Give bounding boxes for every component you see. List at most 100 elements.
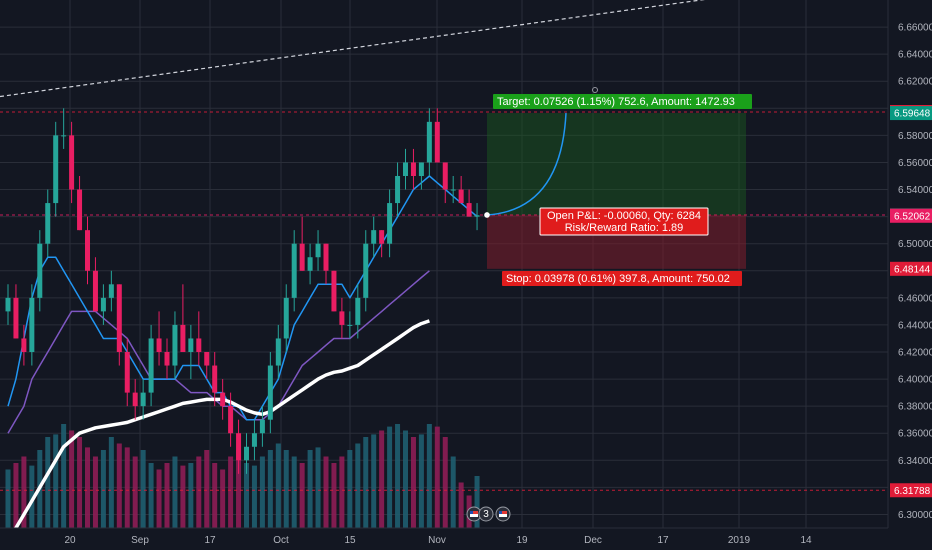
candle[interactable]: [331, 270, 337, 312]
candle[interactable]: [339, 297, 345, 339]
candle[interactable]: [21, 324, 27, 366]
time-tick-label[interactable]: Sep: [131, 535, 149, 546]
candles[interactable]: [5, 108, 480, 474]
candle[interactable]: [315, 230, 321, 271]
candle[interactable]: [458, 176, 464, 204]
volume-bar: [410, 437, 416, 528]
flag-stripe-white: [470, 514, 478, 517]
candle[interactable]: [474, 203, 480, 231]
position-tool[interactable]: Target: 0.07526 (1.15%) 752.6, Amount: 1…: [484, 87, 752, 286]
candle[interactable]: [212, 352, 218, 407]
time-axis[interactable]: 20 Sep 17 Oct 15 Nov 19 Dec 17 2019 14: [64, 535, 812, 546]
candle[interactable]: [442, 162, 448, 204]
time-tick-label[interactable]: Oct: [273, 535, 289, 546]
candle[interactable]: [37, 230, 43, 312]
pnl-box[interactable]: Open P&L: -0.00060, Qty: 6284Risk/Reward…: [539, 207, 709, 236]
candle[interactable]: [379, 230, 385, 258]
time-tick-label[interactable]: 15: [344, 535, 356, 546]
candle-body: [53, 135, 59, 204]
candle[interactable]: [371, 216, 377, 258]
candle[interactable]: [204, 352, 210, 380]
candle[interactable]: [283, 284, 289, 352]
candle[interactable]: [307, 243, 313, 285]
candle[interactable]: [275, 324, 281, 380]
candle[interactable]: [77, 176, 83, 231]
candle[interactable]: [434, 108, 440, 163]
candle[interactable]: [466, 189, 472, 217]
candle[interactable]: [418, 162, 424, 190]
candle[interactable]: [69, 121, 75, 204]
candle[interactable]: [244, 433, 249, 474]
candle[interactable]: [5, 284, 11, 325]
candle[interactable]: [347, 311, 353, 339]
candle[interactable]: [92, 257, 98, 312]
volume-bar: [450, 456, 456, 528]
candle[interactable]: [355, 284, 361, 339]
candle[interactable]: [108, 270, 114, 312]
candle[interactable]: [61, 108, 67, 149]
event-count-badge[interactable]: [478, 506, 494, 522]
candle[interactable]: [188, 324, 194, 380]
volume-bar: [307, 450, 313, 528]
stop-label[interactable]: Stop: 0.03978 (0.61%) 397.8, Amount: 750…: [502, 271, 742, 286]
target-label[interactable]: Target: 0.07526 (1.15%) 752.6, Amount: 1…: [493, 94, 752, 109]
volume-bar: [371, 434, 377, 528]
time-tick-label[interactable]: 14: [800, 535, 812, 546]
candle[interactable]: [220, 379, 226, 420]
candle[interactable]: [172, 311, 178, 380]
time-tick-label[interactable]: 17: [657, 535, 669, 546]
candle[interactable]: [53, 121, 59, 217]
event-markers[interactable]: 3: [466, 506, 511, 522]
candle-body: [196, 338, 202, 352]
candle[interactable]: [132, 379, 138, 420]
candle-body: [426, 121, 432, 163]
candle[interactable]: [164, 338, 170, 380]
candle[interactable]: [410, 148, 416, 190]
candle[interactable]: [450, 176, 456, 204]
candle[interactable]: [156, 311, 162, 366]
candle[interactable]: [29, 284, 35, 366]
candle-body: [180, 324, 186, 352]
time-axis-bg[interactable]: [0, 528, 932, 550]
candle[interactable]: [124, 338, 130, 407]
candle[interactable]: [323, 243, 329, 285]
projection-curve: [486, 113, 567, 216]
time-tick-label[interactable]: 19: [516, 535, 528, 546]
candle-body: [434, 121, 440, 163]
candle[interactable]: [100, 284, 106, 325]
candle[interactable]: [85, 216, 90, 285]
time-tick-label[interactable]: Dec: [584, 535, 602, 546]
entry-point[interactable]: [484, 212, 490, 218]
candle[interactable]: [148, 324, 154, 407]
candle[interactable]: [387, 189, 393, 258]
candle[interactable]: [140, 379, 146, 420]
flag-icon[interactable]: [495, 506, 511, 522]
candle[interactable]: [251, 419, 257, 461]
flag-icon[interactable]: [466, 506, 482, 522]
candle[interactable]: [180, 284, 186, 352]
time-tick-label[interactable]: 2019: [728, 535, 751, 546]
candle[interactable]: [299, 216, 305, 271]
candle[interactable]: [236, 419, 242, 474]
candle-body: [69, 135, 75, 190]
candle[interactable]: [291, 230, 297, 312]
candle-body: [13, 297, 19, 339]
anchor-point[interactable]: [592, 87, 598, 94]
pnl-text: Open P&L: -0.00060, Qty: 6284: [547, 210, 701, 222]
time-tick-label[interactable]: 20: [64, 535, 76, 546]
candle[interactable]: [13, 284, 19, 339]
candle[interactable]: [228, 392, 234, 447]
candle[interactable]: [363, 230, 369, 312]
candle[interactable]: [426, 108, 432, 176]
candle[interactable]: [395, 162, 401, 217]
candle[interactable]: [116, 284, 122, 366]
price-tick-label: 6.38000: [898, 402, 932, 413]
candle[interactable]: [403, 148, 408, 190]
time-tick-label[interactable]: Nov: [428, 535, 446, 546]
candle[interactable]: [259, 406, 265, 447]
candle[interactable]: [45, 189, 51, 258]
candle[interactable]: [196, 311, 202, 366]
candle[interactable]: [267, 352, 273, 434]
time-tick-label[interactable]: 17: [204, 535, 216, 546]
